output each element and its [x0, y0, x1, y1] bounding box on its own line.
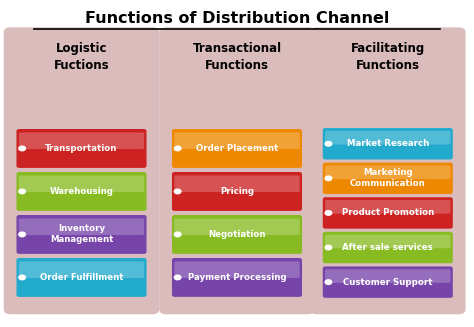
Circle shape	[325, 142, 332, 146]
FancyBboxPatch shape	[172, 129, 302, 168]
FancyBboxPatch shape	[159, 27, 315, 314]
Circle shape	[325, 211, 332, 215]
FancyBboxPatch shape	[172, 258, 302, 297]
FancyBboxPatch shape	[19, 176, 144, 192]
Text: Order Fulfillment: Order Fulfillment	[40, 273, 123, 282]
FancyBboxPatch shape	[325, 131, 450, 145]
Text: After sale services: After sale services	[342, 243, 433, 252]
Text: Facilitating
Functions: Facilitating Functions	[351, 42, 425, 72]
Circle shape	[325, 245, 332, 250]
FancyBboxPatch shape	[325, 269, 450, 283]
FancyBboxPatch shape	[17, 129, 146, 168]
Circle shape	[19, 146, 26, 151]
FancyBboxPatch shape	[325, 165, 450, 179]
FancyBboxPatch shape	[17, 258, 146, 297]
FancyBboxPatch shape	[19, 132, 144, 149]
FancyBboxPatch shape	[323, 128, 453, 160]
FancyBboxPatch shape	[325, 235, 450, 248]
Text: Order Placement: Order Placement	[196, 144, 278, 153]
FancyBboxPatch shape	[325, 200, 450, 214]
Circle shape	[19, 232, 26, 237]
FancyBboxPatch shape	[323, 197, 453, 229]
FancyBboxPatch shape	[323, 232, 453, 263]
Circle shape	[19, 189, 26, 194]
Text: Warehousing: Warehousing	[50, 187, 113, 196]
FancyBboxPatch shape	[310, 27, 465, 314]
Text: Marketing
Communication: Marketing Communication	[350, 168, 426, 188]
FancyBboxPatch shape	[172, 215, 302, 254]
Text: Customer Support: Customer Support	[343, 278, 433, 286]
Circle shape	[174, 189, 181, 194]
Text: Logistic
Fuctions: Logistic Fuctions	[54, 42, 109, 72]
FancyBboxPatch shape	[172, 172, 302, 211]
FancyBboxPatch shape	[323, 163, 453, 194]
FancyBboxPatch shape	[174, 261, 300, 278]
Text: Payment Processing: Payment Processing	[188, 273, 286, 282]
Text: Transportation: Transportation	[46, 144, 118, 153]
Circle shape	[325, 280, 332, 284]
FancyBboxPatch shape	[19, 218, 144, 235]
Text: Negotiation: Negotiation	[208, 230, 266, 239]
Circle shape	[325, 176, 332, 181]
Text: Product Promotion: Product Promotion	[342, 208, 434, 217]
FancyBboxPatch shape	[323, 267, 453, 298]
FancyBboxPatch shape	[174, 132, 300, 149]
Circle shape	[174, 146, 181, 151]
Text: Market Research: Market Research	[346, 139, 429, 148]
Text: Pricing: Pricing	[220, 187, 254, 196]
FancyBboxPatch shape	[174, 218, 300, 235]
FancyBboxPatch shape	[19, 261, 144, 278]
FancyBboxPatch shape	[17, 172, 146, 211]
Circle shape	[174, 275, 181, 280]
Text: Transactional
Functions: Transactional Functions	[192, 42, 282, 72]
Circle shape	[19, 275, 26, 280]
FancyBboxPatch shape	[4, 27, 159, 314]
Circle shape	[174, 232, 181, 237]
FancyBboxPatch shape	[174, 176, 300, 192]
Text: Inventory
Management: Inventory Management	[50, 224, 113, 245]
FancyBboxPatch shape	[17, 215, 146, 254]
Text: Functions of Distribution Channel: Functions of Distribution Channel	[85, 11, 389, 26]
